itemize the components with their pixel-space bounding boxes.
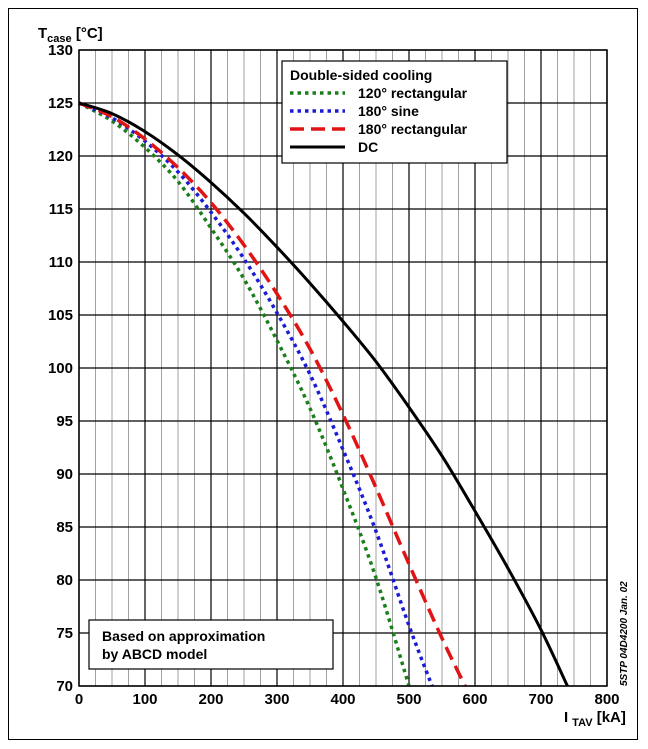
x-tick-label: 800 (594, 691, 619, 708)
x-axis-label-main: I (564, 709, 568, 726)
series-line-1 (78, 101, 411, 687)
y-tick-label: 90 (56, 466, 73, 483)
x-tick-label: 300 (264, 691, 289, 708)
annotation-line-1: Based on approximation (102, 628, 265, 644)
legend-label-2: 180° sine (358, 103, 419, 119)
x-tick-label: 0 (75, 691, 83, 708)
chart-frame (8, 8, 638, 740)
y-tick-label: 85 (56, 519, 73, 536)
y-tick-label: 125 (48, 95, 73, 112)
legend-label-3: 180° rectangular (358, 121, 468, 137)
plot-border (78, 49, 608, 687)
y-tick-label: 80 (56, 572, 73, 589)
tick-labels: 70 75 80 85 90 95 100 105 110 115 120 125 130 0 100 200… (48, 42, 620, 708)
legend-label-4: DC (358, 139, 378, 155)
y-axis-label-main: T (38, 25, 47, 42)
series-layer (78, 101, 569, 687)
y-tick-label: 110 (49, 254, 73, 271)
y-tick-label: 75 (56, 625, 73, 642)
y-tick-label: 100 (48, 360, 73, 377)
legend-title: Double-sided cooling (290, 67, 432, 83)
annotation-box (88, 619, 334, 670)
series-line-4 (78, 101, 569, 687)
x-tick-label: 600 (462, 691, 487, 708)
side-note: 5STP 04D4200 Jan. 02 (619, 581, 630, 686)
x-axis-label: I TAV [kA] (564, 709, 626, 729)
legend: Double-sided cooling 120° rectangular 180… (281, 60, 508, 164)
y-tick-label: 115 (49, 201, 73, 218)
x-tick-label: 400 (330, 691, 355, 708)
series-line-2 (78, 101, 434, 687)
x-axis-label-sub: TAV (572, 717, 593, 729)
annotation-line-2: by ABCD model (102, 646, 207, 662)
series-line-3 (78, 101, 467, 687)
x-tick-label: 700 (528, 691, 553, 708)
legend-label-1: 120° rectangular (358, 85, 468, 101)
x-axis-label-unit: [kA] (593, 709, 626, 726)
y-tick-label: 95 (56, 413, 73, 430)
y-axis-label-sub: case (47, 33, 71, 45)
y-tick-label: 105 (48, 307, 73, 324)
x-tick-label: 100 (132, 691, 157, 708)
y-tick-label: 120 (48, 148, 73, 165)
x-tick-label: 200 (198, 691, 223, 708)
y-axis-label: Tcase [°C] (38, 25, 103, 45)
y-axis-label-unit: [°C] (72, 25, 103, 42)
x-tick-label: 500 (396, 691, 421, 708)
annotation: Based on approximation by ABCD model (88, 619, 334, 670)
y-tick-label: 70 (56, 678, 73, 695)
y-tick-label: 130 (48, 42, 73, 59)
